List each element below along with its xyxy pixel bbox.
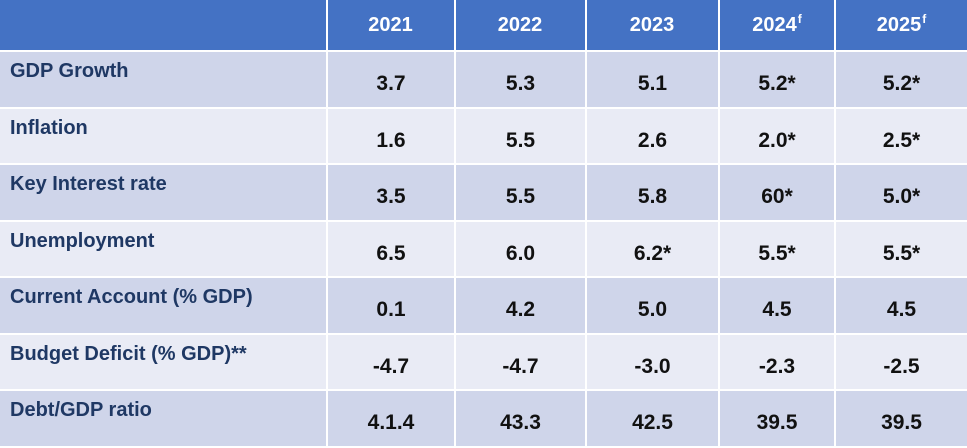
table-row-inflation: Inflation 1.6 5.5 2.6 2.0* 2.5* bbox=[0, 108, 967, 166]
table-row-debt-gdp-ratio: Debt/GDP ratio 4.1.4 43.3 42.5 39.5 39.5 bbox=[0, 391, 967, 448]
table-cell: 4.5 bbox=[836, 278, 967, 335]
row-label: Unemployment bbox=[0, 221, 328, 279]
table-cell: 5.5 bbox=[456, 108, 587, 166]
table-cell: 4.2 bbox=[456, 278, 587, 335]
table-cell: 43.3 bbox=[456, 391, 587, 448]
header-year-2025: 2025f bbox=[836, 0, 967, 52]
table-cell: 42.5 bbox=[587, 391, 720, 448]
table-cell: 2.0* bbox=[720, 108, 836, 166]
table-cell: 2.6 bbox=[587, 108, 720, 166]
row-label: Key Interest rate bbox=[0, 165, 328, 222]
table-cell: 0.1 bbox=[328, 278, 456, 335]
forecast-marker: f bbox=[922, 11, 927, 26]
table-cell: 4.5 bbox=[720, 278, 836, 335]
table-cell: 5.5 bbox=[456, 165, 587, 222]
row-label: Inflation bbox=[0, 108, 328, 166]
table-cell: 39.5 bbox=[720, 391, 836, 448]
table-row-unemployment: Unemployment 6.5 6.0 6.2* 5.5* 5.5* bbox=[0, 221, 967, 279]
table-cell: 6.5 bbox=[328, 221, 456, 279]
table-cell: 6.2* bbox=[587, 221, 720, 279]
header-year-label: 2025 bbox=[876, 13, 922, 36]
table-cell: -2.3 bbox=[720, 334, 836, 392]
header-year-label: 2021 bbox=[368, 13, 413, 36]
header-year-2023: 2023 bbox=[587, 0, 720, 52]
table-row-current-account: Current Account (% GDP) 0.1 4.2 5.0 4.5 … bbox=[0, 278, 967, 335]
table-cell: 3.5 bbox=[328, 165, 456, 222]
row-label: Debt/GDP ratio bbox=[0, 391, 328, 448]
row-label: Budget Deficit (% GDP)** bbox=[0, 334, 328, 392]
header-year-2024: 2024f bbox=[720, 0, 836, 52]
header-row: 2021 2022 2023 2024f 2025f bbox=[0, 0, 967, 52]
table-cell: 5.0* bbox=[836, 165, 967, 222]
table-cell: 5.8 bbox=[587, 165, 720, 222]
table-cell: -4.7 bbox=[328, 334, 456, 392]
table-cell: 1.6 bbox=[328, 108, 456, 166]
row-label: GDP Growth bbox=[0, 52, 328, 109]
table-cell: 5.5* bbox=[720, 221, 836, 279]
table-cell: -3.0 bbox=[587, 334, 720, 392]
table-cell: 5.1 bbox=[587, 52, 720, 109]
table-cell: 5.3 bbox=[456, 52, 587, 109]
table-cell: 3.7 bbox=[328, 52, 456, 109]
table-row-gdp-growth: GDP Growth 3.7 5.3 5.1 5.2* 5.2* bbox=[0, 52, 967, 109]
table-cell: 5.2* bbox=[836, 52, 967, 109]
table-row-key-interest-rate: Key Interest rate 3.5 5.5 5.8 60* 5.0* bbox=[0, 165, 967, 222]
header-year-2021: 2021 bbox=[328, 0, 456, 52]
table-cell: 2.5* bbox=[836, 108, 967, 166]
table-row-budget-deficit: Budget Deficit (% GDP)** -4.7 -4.7 -3.0 … bbox=[0, 334, 967, 392]
table-cell: 5.0 bbox=[587, 278, 720, 335]
table-cell: -4.7 bbox=[456, 334, 587, 392]
header-year-2022: 2022 bbox=[456, 0, 587, 52]
row-label: Current Account (% GDP) bbox=[0, 278, 328, 335]
table-cell: 6.0 bbox=[456, 221, 587, 279]
table-cell: -2.5 bbox=[836, 334, 967, 392]
header-year-label: 2022 bbox=[497, 13, 543, 36]
forecast-marker: f bbox=[797, 11, 802, 26]
table-cell: 5.5* bbox=[836, 221, 967, 279]
header-corner-cell bbox=[0, 0, 328, 52]
table-cell: 60* bbox=[720, 165, 836, 222]
table-cell: 4.1.4 bbox=[328, 391, 456, 448]
table-cell: 5.2* bbox=[720, 52, 836, 109]
header-year-label: 2023 bbox=[629, 13, 675, 36]
table-cell: 39.5 bbox=[836, 391, 967, 448]
header-year-label: 2024 bbox=[752, 13, 797, 36]
